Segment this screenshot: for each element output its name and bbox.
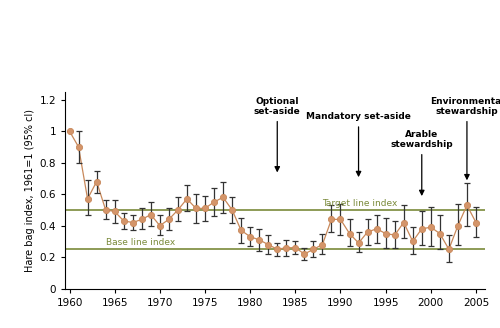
Point bbox=[201, 206, 209, 211]
Point bbox=[219, 195, 227, 200]
Point bbox=[408, 239, 416, 244]
Point bbox=[382, 231, 390, 236]
Point bbox=[192, 206, 200, 211]
Point bbox=[174, 207, 182, 213]
Text: Target line index: Target line index bbox=[322, 199, 398, 208]
Point bbox=[354, 240, 362, 246]
Point bbox=[274, 247, 281, 252]
Point bbox=[328, 217, 336, 222]
Point bbox=[102, 207, 110, 213]
Point bbox=[165, 217, 173, 222]
Point bbox=[400, 220, 407, 225]
Point bbox=[472, 220, 480, 225]
Text: Environmental
stewardship: Environmental stewardship bbox=[430, 96, 500, 179]
Point bbox=[156, 223, 164, 228]
Point bbox=[210, 199, 218, 205]
Point bbox=[66, 129, 74, 134]
Point bbox=[282, 245, 290, 250]
Point bbox=[237, 228, 245, 233]
Point bbox=[92, 179, 100, 184]
Y-axis label: Hare bag index, 1961=1 (95% cl): Hare bag index, 1961=1 (95% cl) bbox=[25, 109, 35, 272]
Point bbox=[264, 242, 272, 247]
Point bbox=[346, 231, 354, 236]
Point bbox=[138, 217, 146, 222]
Point bbox=[84, 196, 92, 201]
Point bbox=[74, 144, 82, 150]
Text: Mandatory set-aside: Mandatory set-aside bbox=[306, 112, 411, 176]
Point bbox=[436, 231, 444, 236]
Point bbox=[255, 237, 263, 242]
Point bbox=[292, 245, 300, 250]
Point bbox=[300, 251, 308, 256]
Text: Base line index: Base line index bbox=[106, 238, 175, 247]
Point bbox=[120, 218, 128, 224]
Point bbox=[110, 209, 118, 214]
Point bbox=[318, 242, 326, 247]
Point bbox=[147, 212, 155, 217]
Point bbox=[372, 226, 380, 232]
Point bbox=[454, 223, 462, 228]
Text: Optional
set-aside: Optional set-aside bbox=[254, 96, 300, 171]
Point bbox=[128, 220, 136, 225]
Point bbox=[418, 226, 426, 232]
Point bbox=[310, 247, 318, 252]
Point bbox=[463, 203, 471, 208]
Point bbox=[228, 207, 236, 213]
Text: Arable
stewardship: Arable stewardship bbox=[390, 130, 453, 195]
Point bbox=[183, 196, 191, 201]
Point bbox=[364, 229, 372, 235]
Point bbox=[390, 233, 398, 238]
Point bbox=[336, 217, 344, 222]
Point bbox=[427, 225, 435, 230]
Point bbox=[246, 234, 254, 239]
Point bbox=[445, 247, 453, 252]
